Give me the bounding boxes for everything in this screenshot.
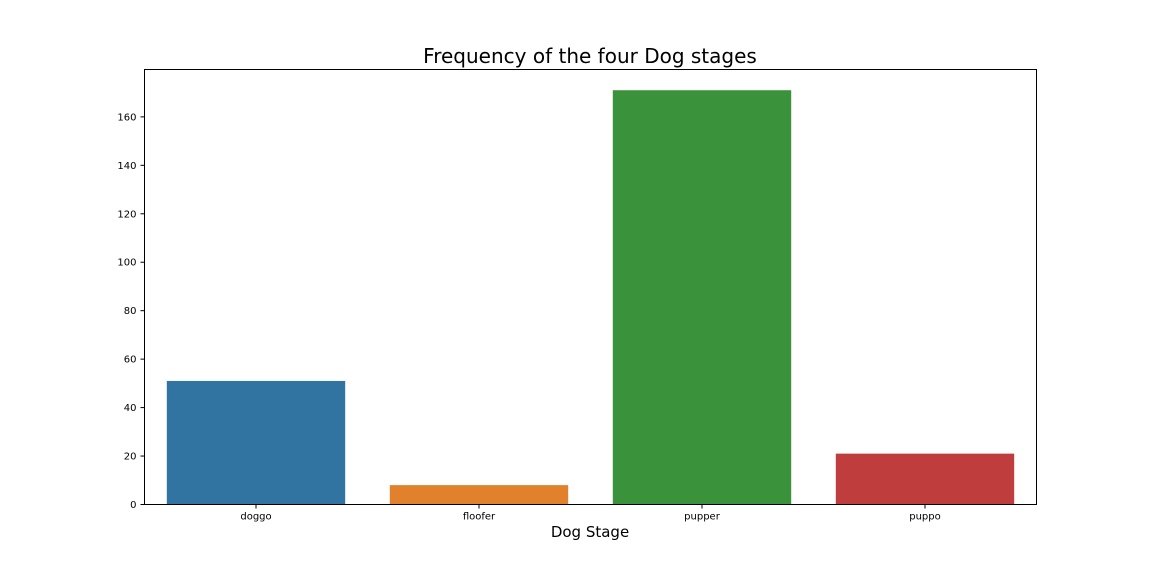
bar-pupper (612, 90, 792, 505)
y-tick-label: 0 (130, 500, 136, 511)
bar-doggo (166, 380, 346, 505)
bar-floofer (389, 485, 569, 505)
chart-title: Frequency of the four Dog stages (423, 44, 757, 68)
y-tick-label: 40 (124, 403, 137, 414)
x-tick-label-pupper: pupper (684, 512, 721, 523)
y-tick-label: 80 (124, 306, 137, 317)
y-tick-label: 140 (117, 161, 136, 172)
y-tick-label: 100 (117, 258, 136, 269)
bars-group (166, 90, 1015, 505)
y-tick-label: 120 (117, 209, 136, 220)
bar-puppo (835, 453, 1015, 505)
y-tick-label: 20 (124, 452, 137, 463)
plot-frame (144, 69, 1037, 505)
y-axis: 0 20 40 60 80 100 120 140 160 (117, 112, 145, 511)
x-tick-label-puppo: puppo (909, 512, 941, 523)
x-tick-label-doggo: doggo (240, 512, 271, 523)
y-tick-label: 60 (124, 355, 137, 366)
x-tick-label-floofer: floofer (463, 512, 496, 523)
x-axis: doggo floofer pupper puppo (240, 504, 941, 523)
y-tick-label: 160 (117, 112, 136, 123)
x-axis-label: Dog Stage (551, 523, 629, 541)
